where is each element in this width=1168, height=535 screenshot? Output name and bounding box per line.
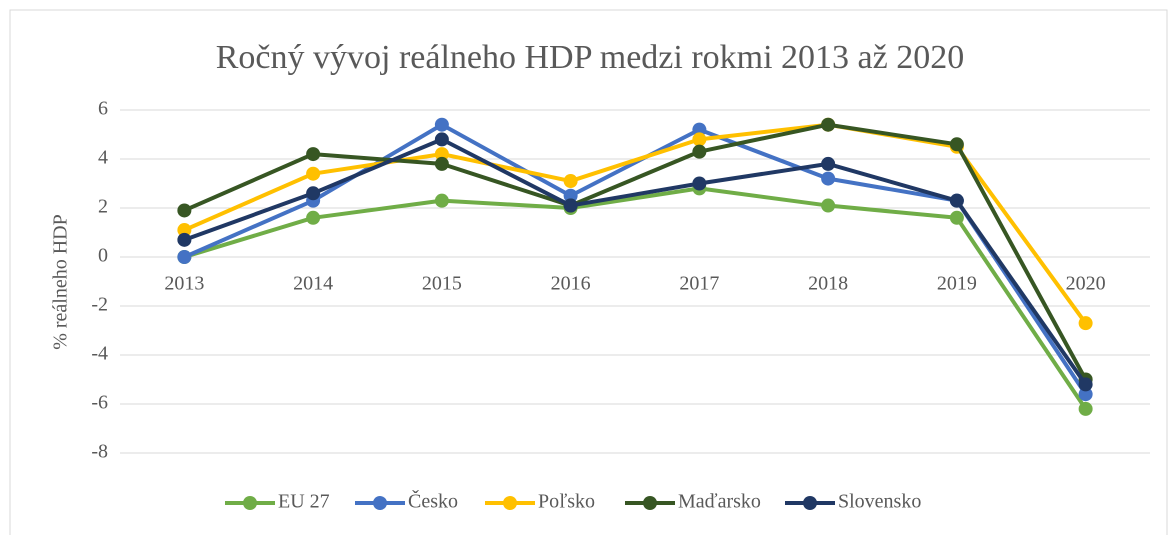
data-point (434, 156, 449, 171)
chart-title: Ročný vývoj reálneho HDP medzi rokmi 201… (216, 39, 964, 76)
data-point (306, 210, 321, 225)
data-point (949, 137, 964, 152)
data-point (563, 198, 578, 213)
x-tick-label: 2020 (1066, 273, 1106, 295)
x-tick-label: 2019 (937, 273, 977, 295)
data-point (949, 210, 964, 225)
y-tick-label: -2 (91, 294, 108, 316)
y-tick-label: -6 (91, 392, 108, 414)
series-line (183, 186, 1088, 411)
y-tick-label: 2 (98, 196, 108, 218)
y-tick-label: -4 (91, 343, 108, 365)
x-tick-label: 2017 (679, 273, 719, 295)
x-tick-label: 2018 (808, 273, 848, 295)
x-tick-label: 2015 (422, 273, 462, 295)
y-tick-label: 0 (98, 245, 108, 267)
data-point (692, 144, 707, 159)
data-point (1078, 387, 1093, 402)
data-point (306, 186, 321, 201)
legend-label: EU 27 (278, 491, 330, 513)
data-point (1078, 316, 1093, 331)
data-point (177, 223, 192, 238)
legend-label: Poľsko (538, 491, 595, 513)
series-line (183, 137, 1088, 386)
y-axis-label: % reálneho HDP (50, 214, 72, 350)
data-point (692, 122, 707, 137)
y-tick-label: -8 (91, 441, 108, 463)
data-point (434, 132, 449, 147)
data-point (1078, 377, 1093, 392)
chart-border (9, 9, 1168, 535)
data-point (177, 250, 192, 264)
data-point (692, 176, 707, 191)
data-point (177, 203, 192, 218)
series-line (183, 122, 1088, 396)
data-point (563, 174, 578, 189)
data-point (434, 147, 449, 162)
legend-marker (643, 496, 657, 510)
x-tick-label: 2014 (293, 273, 333, 295)
x-tick-label: 2016 (551, 273, 591, 295)
data-point (177, 232, 192, 247)
legend-marker (373, 496, 387, 510)
series-line (183, 122, 1088, 381)
y-tick-label: 4 (98, 147, 108, 169)
data-point (563, 188, 578, 203)
series-line (183, 122, 1088, 325)
legend-label: Maďarsko (678, 491, 761, 513)
legend-marker (503, 496, 517, 510)
data-point (434, 117, 449, 132)
data-point (306, 147, 321, 162)
data-point (821, 156, 836, 171)
data-point (434, 193, 449, 208)
data-point (1078, 401, 1093, 416)
data-point (821, 198, 836, 213)
data-point (306, 166, 321, 181)
data-point (692, 132, 707, 147)
y-tick-label: 6 (98, 98, 108, 120)
data-point (821, 117, 836, 132)
legend-marker (243, 496, 257, 510)
data-point (949, 193, 964, 208)
legend-label: Česko (408, 489, 458, 513)
legend-marker (803, 496, 817, 510)
data-point (821, 171, 836, 186)
x-tick-label: 2013 (164, 273, 204, 295)
legend-label: Slovensko (838, 491, 921, 513)
